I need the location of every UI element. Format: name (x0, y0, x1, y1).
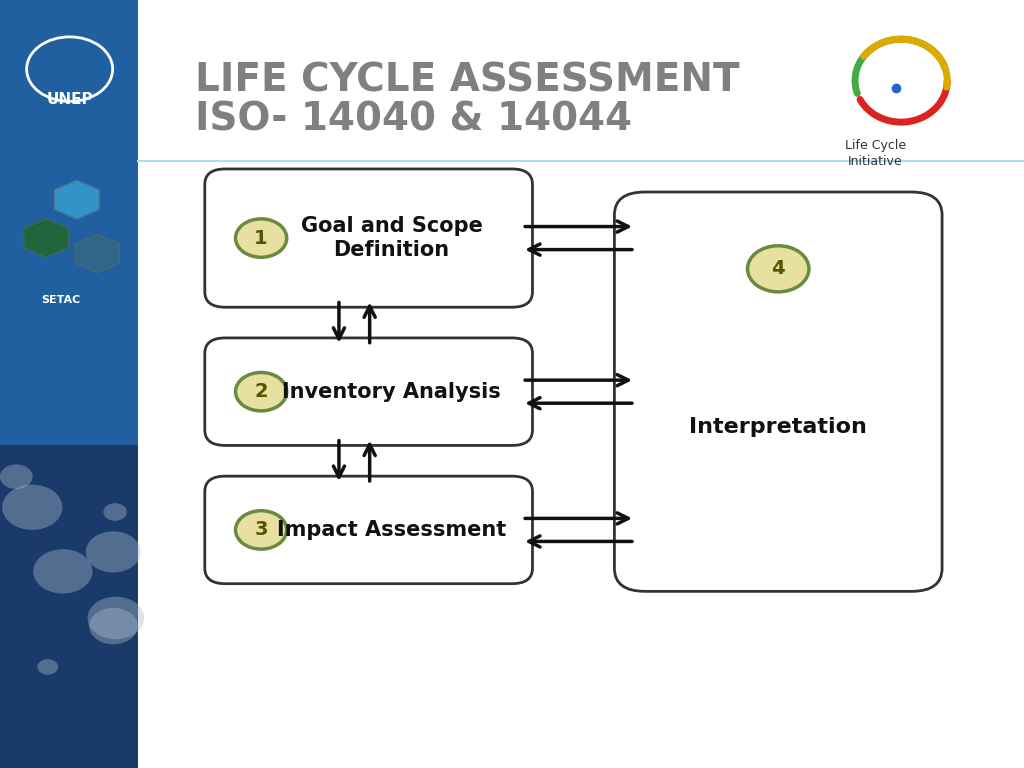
FancyBboxPatch shape (205, 476, 532, 584)
Text: ISO- 14040 & 14044: ISO- 14040 & 14044 (195, 100, 632, 138)
Text: Inventory Analysis: Inventory Analysis (283, 382, 501, 402)
Text: Life Cycle: Life Cycle (845, 140, 906, 152)
FancyBboxPatch shape (205, 169, 532, 307)
Circle shape (1, 684, 44, 717)
Polygon shape (24, 219, 69, 257)
Text: 3: 3 (254, 521, 268, 539)
FancyBboxPatch shape (205, 338, 532, 445)
Circle shape (93, 689, 152, 733)
Circle shape (748, 246, 809, 292)
Circle shape (4, 706, 36, 730)
Circle shape (63, 525, 98, 551)
Text: UNEP: UNEP (46, 92, 93, 108)
Text: LIFE CYCLE ASSESSMENT: LIFE CYCLE ASSESSMENT (195, 61, 739, 100)
Text: 1: 1 (254, 229, 268, 247)
Circle shape (236, 372, 287, 411)
Text: Initiative: Initiative (848, 155, 903, 167)
FancyBboxPatch shape (0, 0, 138, 768)
Circle shape (35, 714, 65, 737)
Circle shape (236, 511, 287, 549)
Text: Impact Assessment: Impact Assessment (276, 520, 506, 540)
Text: Goal and Scope
Definition: Goal and Scope Definition (301, 217, 482, 260)
Polygon shape (75, 234, 120, 273)
Circle shape (55, 668, 105, 705)
FancyBboxPatch shape (614, 192, 942, 591)
Text: Interpretation: Interpretation (689, 417, 867, 437)
Circle shape (236, 219, 287, 257)
Text: SETAC: SETAC (41, 294, 80, 305)
Text: 4: 4 (771, 260, 785, 278)
Text: 2: 2 (254, 382, 268, 401)
FancyBboxPatch shape (0, 445, 138, 768)
Circle shape (0, 471, 42, 516)
Circle shape (56, 582, 103, 617)
Polygon shape (54, 180, 99, 219)
